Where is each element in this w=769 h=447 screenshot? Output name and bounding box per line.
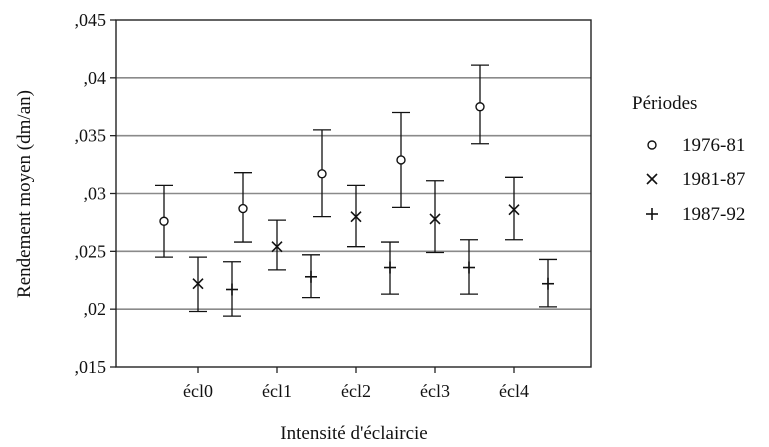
marker-plus: [305, 270, 317, 283]
marker-cross: [646, 173, 658, 185]
legend-item: 1981-87: [646, 169, 745, 190]
marker-cross-stroke: [271, 241, 283, 253]
data-point: [223, 261, 241, 317]
y-tick-label: ,045: [75, 10, 107, 30]
marker-cross-stroke: [508, 204, 520, 216]
marker-cross-stroke: [429, 213, 441, 225]
y-axis-ticks: ,015 ,02 ,025 ,03 ,035 ,04 ,045: [75, 10, 116, 377]
data-point: [155, 184, 173, 258]
marker-plus: [384, 261, 396, 274]
y-tick-label: ,04: [84, 68, 107, 88]
marker-cross: [508, 204, 520, 216]
legend-title: Périodes: [632, 93, 697, 114]
marker-cross: [429, 213, 441, 225]
marker-plus: [542, 277, 554, 290]
y-tick-label: ,015: [75, 357, 107, 377]
marker-cross-stroke: [192, 278, 204, 290]
data-point: [505, 176, 523, 241]
y-tick-label: ,02: [84, 299, 107, 319]
x-tick-label: écl3: [420, 381, 450, 401]
data-point: [189, 256, 207, 313]
data-point: [347, 184, 365, 248]
data-point: [426, 180, 444, 254]
x-axis-ticks: écl0 écl1 écl2 écl3 écl4: [183, 367, 529, 401]
marker-plus: [646, 208, 658, 220]
marker-cross: [350, 211, 362, 223]
x-axis-label: Intensité d'éclaircie: [280, 423, 427, 444]
marker-circle: [475, 102, 485, 112]
legend: Périodes 1976-81 1981-87 1987-92: [632, 93, 745, 225]
data-point: [392, 111, 410, 209]
marker-cross-stroke: [350, 211, 362, 223]
data-point: [381, 241, 399, 295]
legend-label: 1976-81: [682, 135, 745, 156]
marker-cross: [192, 278, 204, 290]
legend-item: 1987-92: [646, 204, 745, 225]
x-tick-label: écl1: [262, 381, 292, 401]
data-point: [313, 129, 331, 218]
x-tick-label: écl0: [183, 381, 213, 401]
data-point: [539, 258, 557, 308]
data-point: [268, 219, 286, 271]
marker-circle: [396, 155, 406, 165]
y-tick-label: ,03: [84, 184, 107, 204]
y-axis-label: Rendement moyen (dm/an): [14, 90, 35, 298]
gridlines: [116, 77, 591, 310]
data-point: [471, 64, 489, 145]
legend-label: 1981-87: [682, 169, 745, 190]
marker-cross: [271, 241, 283, 253]
x-tick-label: écl4: [499, 381, 529, 401]
marker-plus: [463, 261, 475, 274]
marker-circle: [238, 203, 248, 214]
data-point: [234, 172, 252, 243]
y-tick-label: ,025: [75, 241, 107, 261]
data-marks: [155, 64, 557, 317]
legend-item: 1976-81: [647, 135, 745, 156]
x-tick-label: écl2: [341, 381, 371, 401]
data-point: [302, 254, 320, 299]
marker-circle: [647, 140, 657, 150]
legend-label: 1987-92: [682, 204, 745, 225]
y-tick-label: ,035: [75, 126, 107, 146]
marker-circle: [317, 169, 327, 179]
marker-cross-stroke: [646, 173, 658, 185]
marker-plus: [226, 283, 238, 296]
data-point: [460, 239, 478, 295]
marker-circle: [159, 216, 169, 226]
